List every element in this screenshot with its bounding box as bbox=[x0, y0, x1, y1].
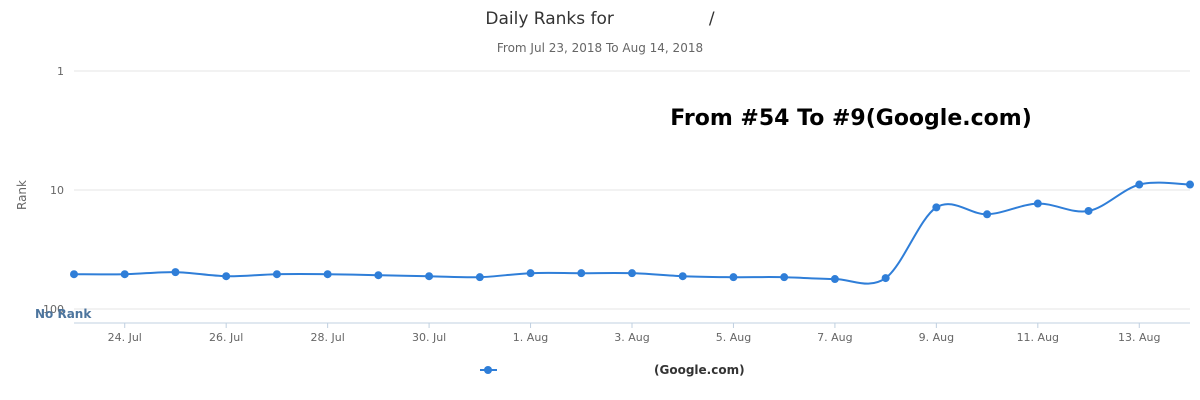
x-tick-label-9: 1. Aug bbox=[513, 331, 548, 344]
data-point-5 bbox=[323, 270, 332, 279]
data-point-22 bbox=[1186, 180, 1194, 189]
data-point-8 bbox=[475, 273, 484, 282]
grid-lines bbox=[74, 70, 1190, 310]
x-tick-label-3: 26. Jul bbox=[209, 331, 243, 344]
no-rank-label: No Rank bbox=[35, 307, 92, 321]
legend[interactable]: (Google.com) bbox=[480, 363, 745, 377]
data-point-17 bbox=[932, 203, 941, 212]
legend-point-marker bbox=[484, 366, 492, 374]
data-point-10 bbox=[577, 269, 586, 278]
data-point-0 bbox=[70, 270, 78, 279]
x-tick-label-19: 11. Aug bbox=[1017, 331, 1059, 344]
data-point-13 bbox=[729, 273, 738, 282]
x-tick-label-1: 24. Jul bbox=[108, 331, 142, 344]
data-point-7 bbox=[425, 272, 434, 281]
data-point-9 bbox=[526, 269, 535, 278]
x-tick-label-7: 30. Jul bbox=[412, 331, 446, 344]
x-tick-label-21: 13. Aug bbox=[1118, 331, 1160, 344]
y-tick-label-10: 10 bbox=[50, 184, 64, 197]
data-point-4 bbox=[272, 270, 281, 279]
data-point-14 bbox=[780, 273, 789, 282]
y-tick-label-100: 100 bbox=[43, 303, 64, 316]
x-tick-label-5: 28. Jul bbox=[311, 331, 345, 344]
data-point-3 bbox=[222, 272, 231, 281]
data-point-20 bbox=[1084, 206, 1093, 215]
data-point-18 bbox=[983, 210, 992, 219]
data-point-21 bbox=[1135, 180, 1144, 189]
y-axis-ticks: 1 10 100 bbox=[43, 65, 64, 316]
data-point-12 bbox=[678, 272, 687, 281]
x-axis-ticks: 24. Jul 26. Jul 28. Jul 30. Jul 1. Aug 3. Aug… bbox=[108, 323, 1161, 344]
legend-series-label: (Google.com) bbox=[654, 363, 745, 377]
data-point-2 bbox=[171, 268, 180, 277]
y-tick-label-1: 1 bbox=[57, 65, 64, 78]
data-point-15 bbox=[830, 275, 839, 284]
data-point-19 bbox=[1033, 199, 1042, 208]
data-point-6 bbox=[374, 271, 383, 280]
x-tick-label-13: 5. Aug bbox=[716, 331, 751, 344]
series-line bbox=[73, 181, 1191, 285]
data-point-11 bbox=[628, 269, 636, 278]
data-point-16 bbox=[881, 274, 890, 283]
rank-change-annotation: From #54 To #9(Google.com) bbox=[670, 106, 1032, 131]
series-points bbox=[70, 180, 1194, 284]
y-axis-title: Rank bbox=[15, 180, 29, 210]
chart-subtitle: From Jul 23, 2018 To Aug 14, 2018 bbox=[497, 41, 703, 55]
data-point-1 bbox=[120, 270, 129, 279]
x-tick-label-11: 3. Aug bbox=[614, 331, 649, 344]
x-tick-label-15: 7. Aug bbox=[817, 331, 852, 344]
chart-title: Daily Ranks for / bbox=[485, 9, 715, 29]
x-tick-label-17: 9. Aug bbox=[919, 331, 954, 344]
